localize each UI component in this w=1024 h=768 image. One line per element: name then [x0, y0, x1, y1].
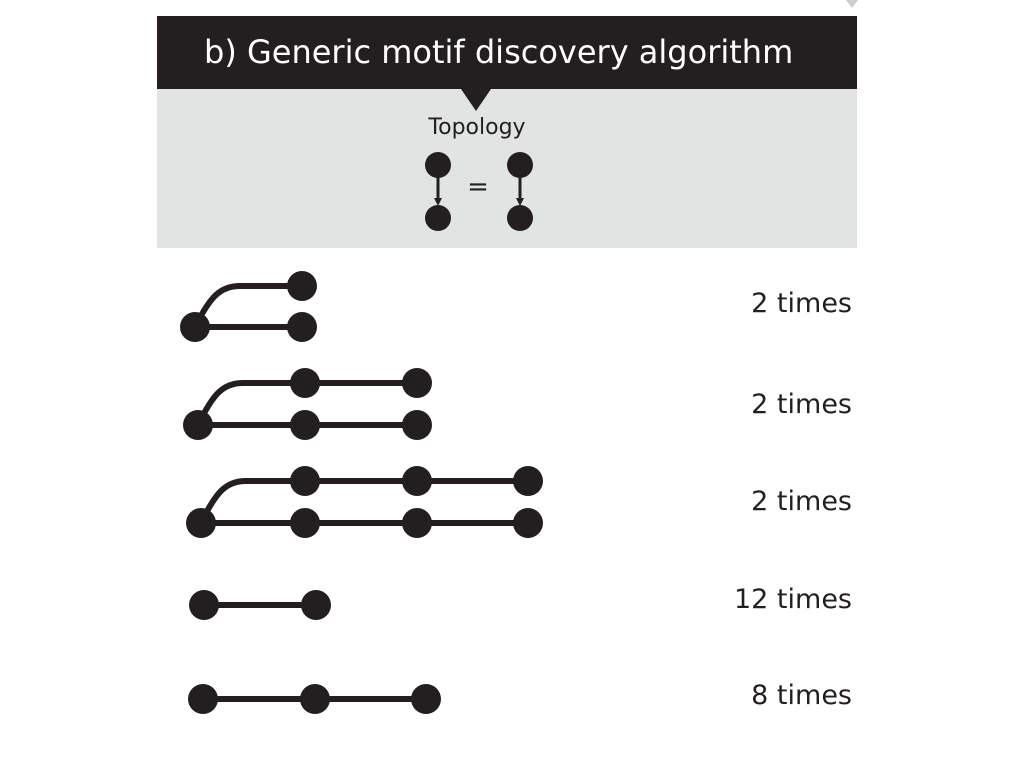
topology-right-pair [507, 152, 533, 231]
title-bar: b) Generic motif discovery algorithm [157, 16, 857, 89]
motif-2-node [290, 368, 320, 398]
motif-3-node [290, 466, 320, 496]
motif-3-node [402, 466, 432, 496]
title-pointer [461, 89, 491, 111]
motif-3-curved-edge [198, 478, 305, 525]
motif-3-node [513, 508, 543, 538]
diagram-title: b) Generic motif discovery algorithm [204, 33, 794, 71]
motif-count: 2 times [751, 389, 852, 420]
motif-3-node [513, 466, 543, 496]
topology-right-top-node [507, 152, 533, 178]
motif-3-node [186, 508, 216, 538]
motif-5-node [411, 684, 441, 714]
topology-illustration: = [425, 152, 533, 231]
motif-4-node [301, 590, 331, 620]
motif-2-node [290, 410, 320, 440]
topology-equals-sign: = [467, 172, 489, 202]
topology-right-bottom-node [507, 205, 533, 231]
motif-1-curved-edge [192, 283, 302, 329]
topology-left-top-node [425, 152, 451, 178]
motif-3 [186, 466, 543, 538]
motif-1 [180, 271, 317, 342]
motif-2-node [402, 410, 432, 440]
motif-1-node [287, 312, 317, 342]
motif-4-node [189, 590, 219, 620]
motif-5-node [300, 684, 330, 714]
motif-5-node [188, 684, 218, 714]
top-marker [846, 0, 858, 8]
motif-count: 12 times [733, 584, 852, 615]
motif-1-node [180, 312, 210, 342]
motif-4 [189, 590, 331, 620]
motif-5 [188, 684, 441, 714]
topology-label: Topology [428, 115, 526, 140]
motif-1-node [287, 271, 317, 301]
motif-count: 8 times [751, 680, 852, 711]
topology-left-bottom-node [425, 205, 451, 231]
topology-panel: Topology = [157, 89, 857, 248]
motif-count: 2 times [751, 288, 852, 319]
motif-2-node [183, 410, 213, 440]
motif-2-curved-edge [195, 380, 305, 427]
motif-count: 2 times [751, 486, 852, 517]
motif-3-node [402, 508, 432, 538]
motif-2 [183, 368, 432, 440]
motif-2-node [402, 368, 432, 398]
motif-3-node [290, 508, 320, 538]
topology-left-pair [425, 152, 451, 231]
